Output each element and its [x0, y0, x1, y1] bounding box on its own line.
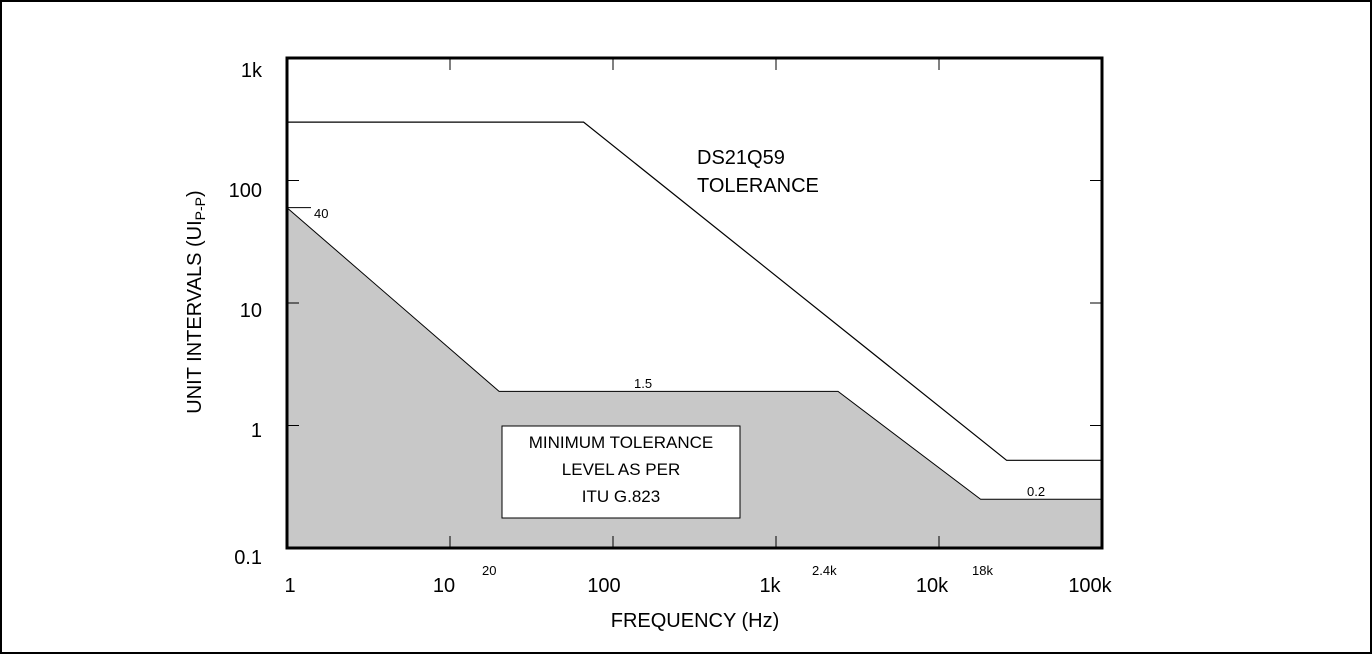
plot-border — [285, 56, 1104, 550]
y-tick-label-1k: 1k — [241, 60, 263, 82]
x-tick-label-100: 100 — [587, 575, 620, 597]
x-axis-title: FREQUENCY (Hz) — [611, 610, 780, 632]
y-tick-label-0-1: 0.1 — [234, 547, 262, 569]
min-tolerance-line1: MINIMUM TOLERANCE — [529, 433, 714, 452]
axis-ticks — [287, 58, 1102, 548]
plot-area — [285, 56, 1104, 550]
y-tick-label-1: 1 — [251, 420, 262, 442]
x-tick-label-10k: 10k — [916, 575, 949, 597]
label-20: 20 — [482, 563, 496, 578]
label-1-5: 1.5 — [634, 376, 652, 391]
y-axis-title-sub: P-P — [192, 197, 208, 220]
label-18k: 18k — [972, 563, 993, 578]
x-tick-label-100k: 100k — [1068, 575, 1112, 597]
x-tick-label-1: 1 — [284, 575, 295, 597]
min-tolerance-line2: LEVEL AS PER — [562, 460, 680, 479]
label-2-4k: 2.4k — [812, 563, 837, 578]
y-tick-label-10: 10 — [240, 300, 262, 322]
y-tick-label-100: 100 — [229, 180, 262, 202]
ds21q59-tolerance-line — [287, 121, 1102, 461]
x-tick-label-10: 10 — [433, 575, 455, 597]
tolerance-label: TOLERANCE — [697, 175, 819, 197]
y-axis-title: UNIT INTERVALS (UIP-P) — [184, 190, 208, 413]
min-tolerance-line3: ITU G.823 — [582, 487, 660, 506]
min-tolerance-box — [501, 425, 741, 519]
ds21q59-label: DS21Q59 — [697, 147, 785, 169]
label-0-2: 0.2 — [1027, 484, 1045, 499]
y-axis-title-close: ) — [184, 190, 206, 197]
y-axis-title-main: UNIT INTERVALS (UI — [184, 220, 206, 413]
x-tick-label-1k: 1k — [759, 575, 781, 597]
label-40: 40 — [314, 206, 328, 221]
